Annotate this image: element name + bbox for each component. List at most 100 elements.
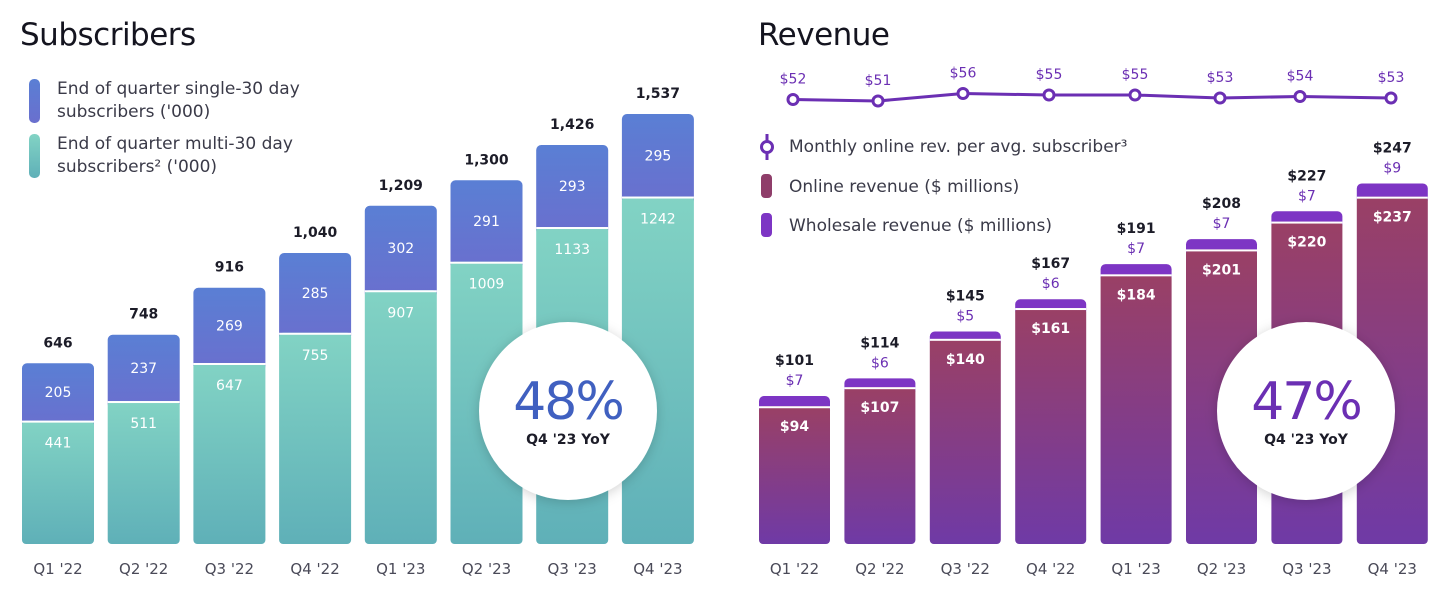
multi-swatch-icon <box>29 134 40 178</box>
bar-total: $145 <box>946 288 985 304</box>
line-point <box>1384 91 1398 105</box>
line-point <box>1213 91 1227 105</box>
line-point-label: $53 <box>1378 70 1405 86</box>
yoy-percent: 47% <box>1251 372 1361 432</box>
revenue-legend: Monthly online rev. per avg. subscriber³… <box>760 134 1127 237</box>
bar-group: 237 511 748 Q2 '22 <box>107 307 180 578</box>
bar-online <box>759 406 830 544</box>
bar-single <box>279 253 352 341</box>
bar-divider <box>1100 274 1172 277</box>
bar-total: 1,426 <box>550 117 594 133</box>
bar-total: $208 <box>1202 196 1241 212</box>
bar-label-multi: 1009 <box>469 277 505 293</box>
yoy-circle <box>1217 322 1395 500</box>
bar-label-single: 237 <box>130 361 157 377</box>
x-tick-label: Q4 '23 <box>1368 560 1417 578</box>
bar-total: 1,040 <box>293 225 338 241</box>
x-tick-label: Q3 '22 <box>941 560 990 578</box>
bar-label-wholesale: $6 <box>871 355 889 371</box>
bar-divider <box>1271 221 1343 224</box>
single-swatch-icon <box>29 79 40 123</box>
line-point-label: $55 <box>1122 67 1149 83</box>
bar-single <box>536 145 609 236</box>
bar-online <box>844 387 916 544</box>
subscribers-title: Subscribers <box>20 17 196 53</box>
bar-label-single: 295 <box>645 148 672 164</box>
bar-divider <box>1015 308 1087 311</box>
bar-label-online: $140 <box>946 352 985 368</box>
bar-label-single: 291 <box>473 214 500 230</box>
x-tick-label: Q3 '23 <box>548 560 597 578</box>
bar-total: 748 <box>129 307 158 323</box>
line-point-label: $53 <box>1207 70 1234 86</box>
bar-divider <box>107 401 180 404</box>
bar-total: 1,209 <box>379 178 423 194</box>
x-tick-label: Q1 '22 <box>770 560 819 578</box>
bar-label-online: $201 <box>1202 262 1241 278</box>
x-tick-label: Q2 '23 <box>1197 560 1246 578</box>
bar-label-online: $107 <box>860 400 899 416</box>
bar-divider <box>22 420 94 423</box>
bar-label-multi: 511 <box>130 416 157 432</box>
bar-label-single: 293 <box>559 179 586 195</box>
bar-multi <box>22 420 94 544</box>
x-tick-label: Q4 '23 <box>633 560 682 578</box>
yoy-label: Q4 '23 YoY <box>526 432 611 448</box>
bar-label-multi: 1242 <box>640 212 676 228</box>
bar-divider <box>536 227 609 230</box>
line-point <box>1128 88 1142 102</box>
revenue-title: Revenue <box>758 17 890 53</box>
bar-total: $247 <box>1373 140 1412 156</box>
x-tick-label: Q4 '22 <box>290 560 339 578</box>
bar-total: $114 <box>860 335 899 351</box>
line-point <box>1293 90 1307 103</box>
bar-group: 295 1242 1,537 Q4 '23 <box>621 86 694 578</box>
bar-label-single: 285 <box>302 286 329 302</box>
bar-label-wholesale: $9 <box>1383 160 1401 176</box>
line-marker-icon <box>760 134 774 160</box>
bar-divider <box>621 196 694 199</box>
bar-multi <box>193 362 266 544</box>
bar-divider <box>193 362 266 365</box>
bar-divider <box>929 338 1001 341</box>
x-tick-label: Q1 '23 <box>376 560 425 578</box>
legend-single-line2: subscribers ('000) <box>57 102 210 122</box>
bar-total: 646 <box>43 335 72 351</box>
bar-group: 269 647 916 Q3 '22 <box>193 260 266 578</box>
bar-label-wholesale: $7 <box>1127 241 1145 257</box>
line-point-label: $51 <box>865 73 892 89</box>
yoy-circle <box>479 322 657 500</box>
bar-multi <box>279 332 352 544</box>
line-point-label: $55 <box>1036 67 1063 83</box>
bar-total: $101 <box>775 353 814 369</box>
wholesale-swatch-icon <box>761 213 772 237</box>
x-tick-label: Q3 '23 <box>1282 560 1331 578</box>
bar-single <box>193 287 266 371</box>
bar-divider <box>364 290 437 293</box>
subscribers-yoy-badge: 48% Q4 '23 YoY <box>479 322 657 500</box>
revenue-yoy-badge: 47% Q4 '23 YoY <box>1217 322 1395 500</box>
x-tick-label: Q1 '23 <box>1111 560 1160 578</box>
bar-multi <box>364 290 437 544</box>
bar-single <box>364 205 437 299</box>
bar-label-single: 302 <box>387 241 414 257</box>
x-tick-label: Q2 '22 <box>119 560 168 578</box>
bar-label-wholesale: $6 <box>1042 276 1060 292</box>
bar-total: $227 <box>1287 168 1326 184</box>
bar-label-multi: 647 <box>216 378 243 394</box>
bar-label-wholesale: $7 <box>1213 216 1231 232</box>
bar-label-online: $94 <box>780 419 809 435</box>
online-swatch-icon <box>761 174 772 198</box>
bar-total: 916 <box>215 260 244 276</box>
bar-label-multi: 441 <box>45 436 72 452</box>
bar-group: 285 755 1,040 Q4 '22 <box>279 225 352 578</box>
line-point-label: $56 <box>950 66 977 82</box>
subscribers-legend: End of quarter single-30 day subscribers… <box>29 79 300 178</box>
bar-label-multi: 755 <box>302 348 329 364</box>
bar-total: 1,300 <box>464 152 509 168</box>
bar-group: $140 $5 $145 Q3 '22 <box>929 288 1001 578</box>
line-point-label: $52 <box>780 72 807 88</box>
x-tick-label: Q2 '23 <box>462 560 511 578</box>
bar-group: 302 907 1,209 Q1 '23 <box>364 178 437 578</box>
bar-single <box>107 334 180 410</box>
